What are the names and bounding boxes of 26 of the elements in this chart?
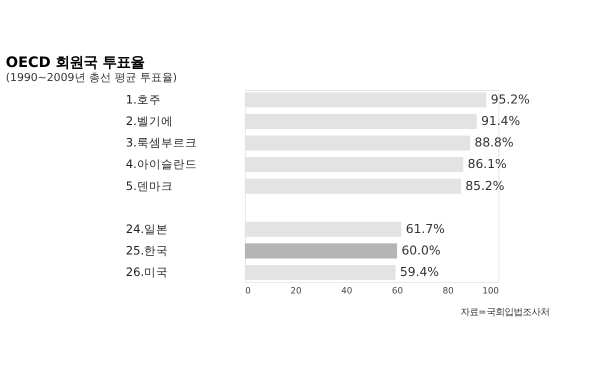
text: 자료=국회입법조사처 [460,306,550,318]
y-tick-label: 1.호주 [126,92,161,107]
x-tick-label: 100 [482,286,499,296]
x-tick-label: 0 [245,286,251,296]
x-tick-label: 40 [341,286,352,296]
y-tick-label: 3.룩셈부르크 [126,136,197,150]
data-label: 61.7% [406,222,445,236]
data-label: 91.4% [481,114,520,128]
y-tick-label: 4.아이슬란드 [126,157,197,172]
text: OECD 회원국 투표율 [6,54,145,71]
y-tick-label: 5.덴마크 [126,178,173,193]
text: (1990~2009년 총선 평균 투표율) [6,70,177,84]
y-tick-label: 24.일본 [126,222,168,236]
x-tick-label: 60 [392,286,403,296]
data-label: 59.4% [400,265,440,280]
data-label: 88.8% [474,136,514,150]
y-tick-label: 2.벨기에 [126,114,173,128]
y-tick-label: 25.한국 [126,244,168,258]
data-label: 86.1% [468,157,507,172]
data-label: 60.0% [401,244,441,258]
x-tick-label: 20 [290,286,302,296]
bar [244,243,398,258]
x-tick-label: 80 [442,286,454,296]
data-label: 85.2% [465,178,504,193]
y-tick-label: 26.미국 [126,265,168,280]
data-label: 95.2% [490,92,530,107]
